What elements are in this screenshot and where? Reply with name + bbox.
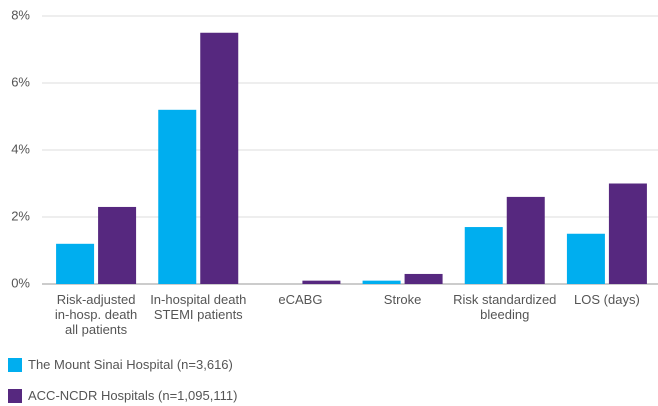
bar [200, 32, 239, 284]
y-tick-label: 4% [11, 141, 30, 156]
bar [566, 233, 605, 284]
legend-swatch [8, 389, 22, 403]
x-tick-label: In-hospital death STEMI patients [150, 292, 247, 322]
bar [158, 109, 197, 284]
bar [506, 196, 545, 284]
bar [404, 273, 443, 284]
bar [464, 227, 503, 284]
bar [56, 243, 95, 284]
x-tick-label: LOS (days) [574, 292, 640, 307]
x-tick-label: Risk standardized bleeding [453, 292, 557, 322]
y-tick-label: 2% [11, 208, 30, 223]
y-tick-label: 6% [11, 74, 30, 89]
x-tick-label: eCABG [278, 292, 323, 307]
y-tick-label: 8% [11, 7, 30, 22]
bar [98, 206, 137, 284]
x-tick-label: Stroke [383, 292, 422, 307]
legend-swatch [8, 358, 22, 372]
bar [608, 183, 647, 284]
bar [302, 280, 341, 284]
bar [362, 280, 401, 284]
y-tick-label: 0% [11, 275, 30, 290]
x-tick-label: Risk-adjusted in-hosp. death all patient… [54, 292, 138, 337]
legend-label: ACC-NCDR Hospitals (n=1,095,111) [28, 388, 238, 403]
legend-label: The Mount Sinai Hospital (n=3,616) [28, 357, 233, 372]
